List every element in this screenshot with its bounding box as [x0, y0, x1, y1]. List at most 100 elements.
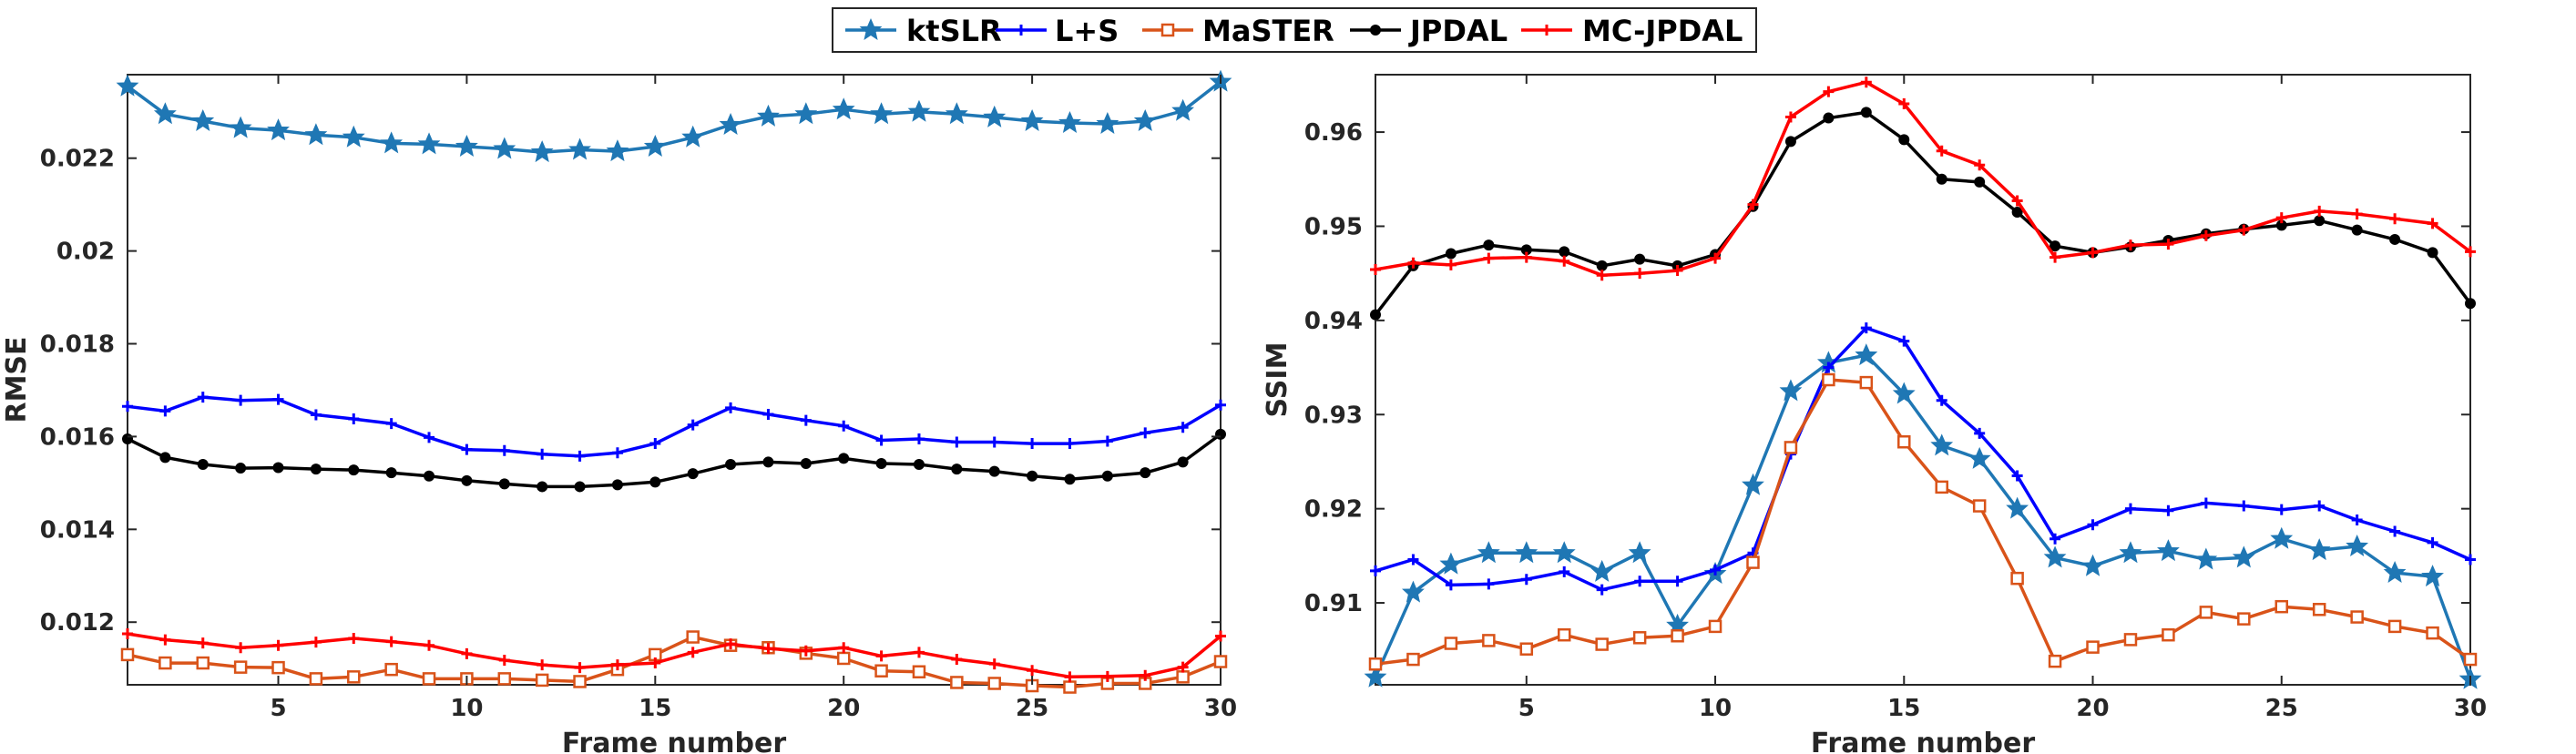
rmse-series-mc-jpdal-point: [1027, 665, 1038, 677]
ssim-series-mc-jpdal: [1370, 76, 2476, 281]
rmse-series-jpdal-point: [159, 452, 171, 464]
rmse-series-l-s-point: [762, 408, 774, 420]
ssim-series-l-s-point: [2087, 519, 2099, 531]
legend-label-l-s: L+S: [1055, 14, 1119, 48]
ssim-series-jpdal-point: [1445, 248, 1457, 260]
ssim-series-master-point: [1897, 434, 1911, 449]
legend-box: [832, 7, 1757, 53]
rmse-series-l-s-point: [725, 402, 737, 413]
ssim-series-l-s-point: [2200, 497, 2212, 509]
ssim-series-l-s-point: [1445, 579, 1457, 591]
rmse-series-jpdal-point: [1140, 467, 1151, 479]
ssim-series-mc-jpdal-point: [1860, 76, 1872, 88]
ssim-series-mc-jpdal-point: [1634, 268, 1646, 280]
ssim-series-master-point: [1784, 441, 1798, 454]
ssim-series-mc-jpdal-point: [1520, 251, 1532, 263]
ssim-x-tick-label: 20: [2076, 695, 2109, 722]
ssim-series-mc-jpdal-point: [1936, 145, 1947, 157]
rmse-series-master-point: [120, 647, 135, 662]
ssim-series-mc-jpdal-point: [1559, 255, 1570, 267]
rmse-series-jpdal-point: [537, 481, 548, 493]
rmse-series-mc-jpdal-point: [122, 627, 133, 639]
legend-marker-jpdal: [1370, 25, 1381, 36]
rmse-series-mc-jpdal-point: [951, 653, 963, 665]
ssim-series-l-s-point: [1483, 578, 1495, 590]
ssim-series-master-point: [2463, 652, 2478, 667]
rmse-series-mc-jpdal-point: [461, 647, 473, 659]
ssim-series-l-s-point: [1710, 564, 1722, 576]
ssim-series-l-s-point: [1823, 362, 1835, 373]
ssim-series-l-s-point: [1559, 566, 1570, 577]
rmse-series-l-s-point: [838, 420, 850, 432]
rmse-series-jpdal-point: [310, 464, 322, 475]
ssim-series-l-s-point: [1370, 565, 1381, 576]
rmse-series-jpdal-point: [1177, 456, 1189, 468]
rmse-series-mc-jpdal-point: [197, 637, 209, 649]
ssim-series-master-point: [1859, 375, 1874, 390]
rmse-series-mc-jpdal-point: [988, 658, 1000, 670]
legend-entry-mc-jpdal: MC-JPDAL: [1521, 14, 1743, 48]
ssim-series-l-s-point: [2351, 515, 2363, 526]
ssim-series-l-s-line: [1375, 326, 2471, 592]
ssim-series-master-point: [1557, 627, 1571, 642]
rmse-series-l-s-point: [272, 393, 284, 405]
ssim-series-mc-jpdal-point: [1596, 270, 1608, 281]
legend-marker-master: [1160, 23, 1175, 37]
ssim-series-master-point: [1519, 642, 1534, 656]
rmse-series-jpdal-point: [348, 464, 360, 476]
rmse-series-l-s-point: [424, 432, 435, 443]
ssim-series-mc-jpdal-point: [1370, 264, 1381, 276]
ssim-x-axis-label: Frame number: [1811, 728, 2035, 754]
rmse-series-l-s-point: [611, 447, 623, 459]
rmse-series-l-s-point: [1140, 427, 1151, 439]
ssim-series-l-s-point: [2314, 500, 2326, 512]
ssim-series-l-s-point: [1898, 335, 1910, 347]
ssim-series-master-point: [2426, 626, 2439, 640]
ssim-plot-area: [1375, 74, 2471, 686]
ssim-series-mc-jpdal-point: [2050, 251, 2061, 263]
rmse-series-l-s-point: [197, 392, 209, 403]
rmse-series-jpdal-point: [913, 458, 925, 470]
ssim-series-l-s-point: [1596, 584, 1608, 596]
ssim-y-tick-label: 0.93: [1304, 402, 1363, 429]
rmse-series-l-s: [122, 392, 1226, 462]
rmse-series-l-s-point: [574, 450, 586, 462]
rmse-series-jpdal-point: [498, 478, 510, 490]
ssim-x-tick-label: 10: [1699, 695, 1732, 722]
rmse-series-mc-jpdal-point: [687, 647, 699, 658]
rmse-series-l-s-point: [1101, 435, 1113, 447]
ssim-series-jpdal-point: [1898, 134, 1910, 146]
rmse-series-jpdal-point: [272, 462, 284, 474]
ssim-y-tick-label: 0.91: [1304, 590, 1363, 617]
ssim-series-mc-jpdal-point: [1710, 252, 1722, 264]
rmse-series-master-point: [686, 630, 700, 644]
ssim-series-l-s-point: [1671, 576, 1683, 587]
ssim-x-tick-label: 15: [1887, 695, 1920, 722]
ssim-series-l-s-point: [1860, 322, 1872, 334]
rmse-series-l-s-point: [951, 436, 963, 448]
rmse-y-tick-label: 0.018: [40, 331, 115, 359]
rmse-series-jpdal-point: [875, 457, 887, 469]
rmse-x-tick-label: 20: [827, 695, 860, 722]
ssim-series-mc-jpdal-point: [2124, 239, 2136, 251]
ssim-series-l-s-point: [2465, 554, 2476, 566]
ssim-series-l-s-point: [2238, 500, 2250, 512]
rmse-series-master-point: [987, 677, 1001, 690]
rmse-series-jpdal-point: [122, 433, 133, 444]
rmse-series-jpdal: [122, 428, 1226, 493]
ssim-series-master-point: [2162, 627, 2175, 642]
rmse-series-master-point: [384, 662, 398, 677]
rmse-series-mc-jpdal-point: [875, 650, 887, 662]
legend-label-jpdal: JPDAL: [1408, 14, 1508, 48]
ssim-series-mc-jpdal-point: [2087, 247, 2099, 259]
ssim-series-mc-jpdal-point: [2427, 218, 2438, 229]
ssim-series-jpdal-point: [1860, 107, 1872, 118]
rmse-series-mc-jpdal-point: [725, 638, 737, 650]
rmse-series-master-point: [912, 665, 926, 678]
ssim-series-jpdal-point: [2314, 215, 2326, 227]
ssim-series-jpdal-point: [1784, 136, 1796, 148]
rmse-series-jpdal-point: [687, 468, 699, 480]
rmse-series-master-point: [535, 673, 549, 688]
rmse-series-mc-jpdal-point: [649, 657, 661, 669]
ssim-series-mc-jpdal-point: [2351, 209, 2363, 220]
